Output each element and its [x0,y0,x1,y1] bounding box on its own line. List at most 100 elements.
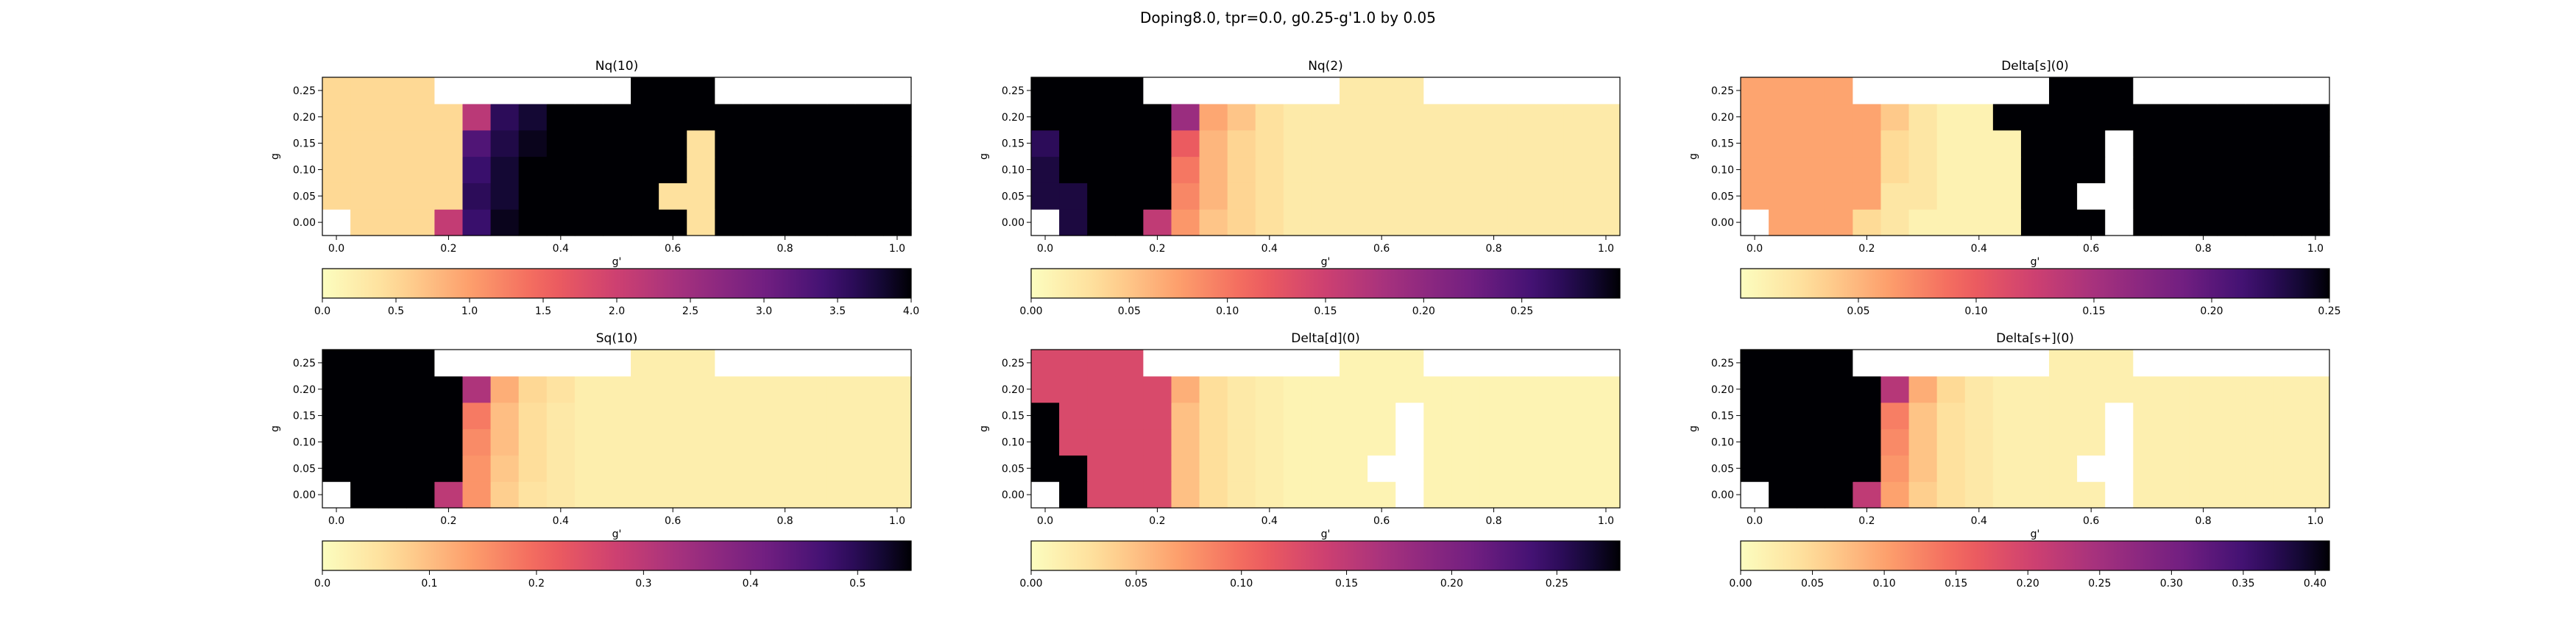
heatmap-cell [2049,375,2078,403]
y-tick-label: 0.25 [1711,358,1734,369]
heatmap-cell [1087,428,1116,456]
heatmap-cell [1199,375,1228,403]
heatmap-cell [1908,481,1938,509]
heatmap-cell [827,209,856,236]
heatmap-cell [2189,156,2218,183]
y-tick-label: 0.15 [293,138,316,150]
heatmap-cell [1115,77,1144,105]
heatmap-cell [1451,103,1481,131]
heatmap-cell [1143,130,1172,158]
heatmap-cell [1479,103,1509,131]
heatmap-cell [1936,455,1966,482]
heatmap-cell [1340,350,1368,377]
heatmap-cell [378,428,407,456]
heatmap-cell [1143,481,1172,509]
heatmap-cell [1797,481,1825,509]
heatmap-cell [546,77,576,105]
heatmap-cell [1741,375,1769,403]
heatmap-cell [1143,209,1172,236]
heatmap-cell [1367,350,1396,377]
heatmap-cell [2049,402,2078,430]
heatmap-cell [1171,103,1200,131]
heatmap-cell [322,209,351,236]
heatmap-cell [1908,156,1938,183]
heatmap-cell [1741,103,1769,131]
heatmap-cell [1563,156,1593,183]
heatmap-cell [322,428,351,456]
heatmap-cell [2133,350,2162,377]
heatmap-cell [1507,455,1537,482]
heatmap-cell [854,375,884,403]
heatmap-cell [1535,156,1565,183]
heatmap-cell [1563,375,1593,403]
heatmap-cell [1769,130,1797,158]
heatmap-cell [854,103,884,131]
heatmap-cell [1199,481,1228,509]
heatmap-cell [1340,156,1368,183]
heatmap-cell [687,428,715,456]
x-tick-label: 0.8 [2195,243,2211,255]
heatmap-cell [1507,350,1537,377]
heatmap-cell [1479,428,1509,456]
heatmap-cell [1825,103,1853,131]
heatmap-cell [1908,103,1938,131]
heatmap-cell [1936,375,1966,403]
y-tick-label: 0.15 [293,411,316,422]
heatmap-cell [2189,77,2218,105]
heatmap-cell [490,402,520,430]
heatmap-cell [1283,402,1312,430]
heatmap-cell [1479,183,1509,210]
heatmap-cell [2189,130,2218,158]
heatmap-cell [1199,103,1228,131]
heatmap-cell [854,156,884,183]
heatmap-cell [574,130,604,158]
heatmap-cell [1908,130,1938,158]
heatmap-cell [1171,209,1200,236]
heatmap-cell [631,455,659,482]
heatmap-cell [2049,428,2078,456]
x-axis-label: g' [612,256,622,268]
heatmap-cell [1563,183,1593,210]
heatmap-cell [854,77,884,105]
heatmap-cell [602,481,631,509]
heatmap-cell [1853,455,1882,482]
heatmap-cell [854,350,884,377]
heatmap-cell [2161,455,2190,482]
heatmap-cell [827,156,856,183]
heatmap-cell [1283,209,1312,236]
heatmap-cell [2161,156,2190,183]
heatmap-cell [1423,130,1453,158]
y-axis-label: g [1688,153,1699,160]
heatmap-cell [602,156,631,183]
heatmap-cell [2273,183,2302,210]
heatmap-cell [434,183,464,210]
y-axis-label: g [1688,425,1699,432]
y-tick-label: 0.05 [293,463,316,475]
heatmap-cell [1479,455,1509,482]
heatmap-cell [1227,402,1256,430]
heatmap-cell [1143,77,1172,105]
heatmap-cell [715,481,744,509]
heatmap-cell [715,375,744,403]
x-tick-label: 0.0 [328,243,344,255]
heatmap-cell [518,130,548,158]
heatmap-cell [1769,103,1797,131]
heatmap-cell [1964,183,1994,210]
heatmap-cell [1087,375,1116,403]
heatmap-cell [2161,402,2190,430]
heatmap-cell [2273,156,2302,183]
heatmap-cell [1908,402,1938,430]
heatmap-cell [1395,350,1424,377]
heatmap-cell [799,103,828,131]
heatmap-cell [827,183,856,210]
heatmap-cell [1367,455,1396,482]
heatmap-cell [771,130,800,158]
y-tick-label: 0.05 [1002,191,1025,202]
heatmap-cell [1255,130,1284,158]
heatmap-cell [1395,455,1424,482]
heatmap-cell [1563,455,1593,482]
heatmap-cell [1936,77,1966,105]
x-tick-label: 1.0 [1598,515,1614,527]
heatmap-cell [1311,350,1340,377]
heatmap-cell [1031,350,1060,377]
